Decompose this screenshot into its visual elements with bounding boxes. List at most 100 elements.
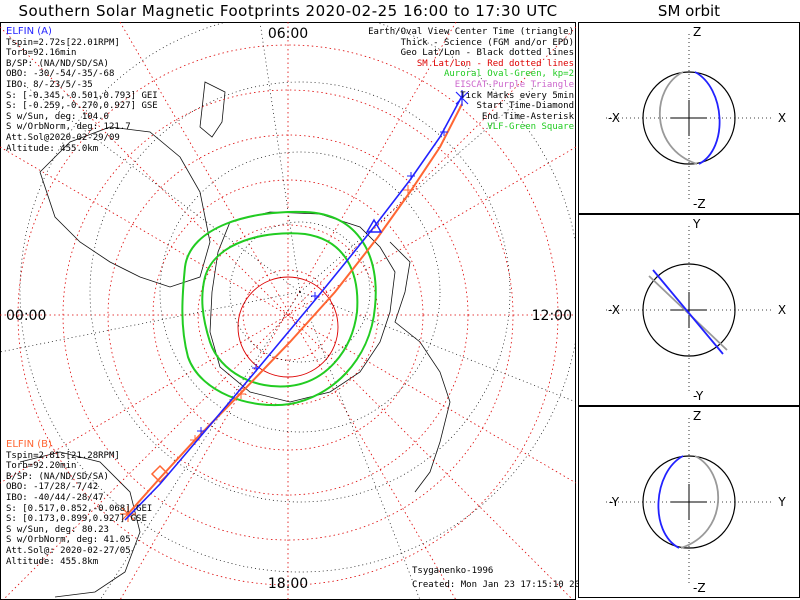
elfin-b-line: IBO: -40/44/-28/47 (6, 492, 104, 503)
elfin-a-end-asterisk (455, 90, 469, 106)
tick-mark (407, 172, 415, 180)
created-timestamp: Created: Mon Jan 23 17:15:10 2023 (412, 580, 591, 590)
geo-circle (89, 81, 511, 503)
elfin-b-line: Att.Sol@: 2020-02-27/05 (6, 545, 131, 556)
elfin-a-line: Tspin=2.72s[22.01RPM] (6, 37, 120, 48)
elfin-a-line: IBO: 8/-23/5/-35 (6, 79, 93, 90)
orbit-track-b (680, 455, 720, 549)
sm-pole-circle (237, 276, 339, 378)
polar-map: 06:00 00:00 12:00 18:00 (0, 22, 576, 600)
elfin-b-header: ELFIN (B) (6, 439, 52, 450)
tick-mark (197, 427, 205, 435)
elfin-a-line: S: [-0.259,-0.270,0.927] GSE (6, 101, 158, 112)
orbit-title: SM orbit (657, 2, 721, 20)
elfin-b-info: ELFIN (B) Tspin=2.81s[21.28RPM] Torb=92.2… (6, 439, 152, 568)
clock-label-bottom: 18:00 (268, 576, 308, 592)
credit: Tsyganenko-1996 (412, 566, 494, 576)
orbit-axis-label-bottom: -Y (693, 389, 704, 403)
elfin-a-line: Altitude: 455.0km (6, 143, 99, 154)
continent-antarctica (209, 211, 396, 403)
orbit-axis-label-top: Y (692, 217, 701, 231)
earth-circle (642, 71, 736, 165)
auroral-ovals (181, 210, 377, 407)
clock-label-top: 06:00 (268, 26, 308, 42)
elfin-a-center-triangle (365, 218, 383, 233)
orbit-axis-label-left: -X (608, 303, 620, 317)
elfin-b-line: S w/OrbNorm, deg: 41.05 (6, 535, 131, 546)
sm-meridian (0, 26, 574, 600)
earth-circle (642, 455, 736, 549)
geo-meridian (299, 291, 576, 403)
orbit-panels: Z -Z -X X Y -Y -X X Z -Z -Y Y (578, 22, 800, 598)
elfin-a-track (124, 90, 469, 521)
island-newzealand (199, 81, 226, 138)
sm-meridian (2, 26, 576, 600)
clock-labels: 06:00 00:00 12:00 18:00 (6, 26, 572, 592)
elfin-a-line: B/SP: (NA/ND/SD/SA) (6, 58, 109, 69)
geo-meridian (259, 22, 301, 293)
orbit-track-a (652, 269, 724, 355)
elfin-a-line (124, 95, 463, 521)
legend-item: Tick Marks every 5min (460, 90, 574, 101)
orbit-axis-label-right: X (778, 303, 786, 317)
orbit-axis-label-right: X (778, 111, 786, 125)
legend-item: VLF-Green Square (487, 122, 574, 133)
legend-item: Geo Lat/Lon - Black dotted lines (400, 48, 574, 59)
elfin-a-lines: Tspin=2.72s[22.01RPM] Torb=92.16min B/SP: … (6, 38, 158, 155)
tick-mark (252, 364, 260, 372)
elfin-a-header: ELFIN (A) (6, 26, 52, 37)
tick-mark (403, 185, 413, 195)
legend: Earth/Oval View Center Time (triangle) Th… (368, 27, 574, 133)
elfin-a-line: S w/OrbNorm, deg: 121.7 (6, 122, 131, 133)
elfin-b-line: S: [0.517,0.852,-0.068] GEI (6, 503, 153, 514)
legend-item: SM Lat/Lon - Red dotted lines (416, 58, 574, 69)
orbit-axis-label-bottom: -Z (693, 197, 706, 211)
elfin-b-line (127, 103, 463, 515)
elfin-b-end-asterisk (120, 506, 136, 522)
sm-meridian (0, 146, 576, 484)
legend-item: Start Time-Diamond (476, 101, 574, 112)
orbit-axis-label-top: Z (693, 409, 701, 423)
elfin-b-line: S w/Sun, deg: 80.23 (6, 524, 109, 535)
elfin-b-line: OBO: -17/28/-7/42 (6, 482, 99, 493)
elfin-b-line: Torb=92.20min (6, 461, 77, 472)
elfin-a-line: S: [-0.345,-0.501,0.793] GEI (6, 90, 158, 101)
continent-southamerica (389, 241, 451, 493)
geo-grid (0, 22, 576, 600)
orbit-axis-label-right: Y (777, 495, 786, 509)
earth-circle (642, 263, 736, 357)
continent-australia (39, 126, 211, 288)
elfin-b-lines: Tspin=2.81s[21.28RPM] Torb=92.20min B/SP: … (6, 451, 152, 568)
page-title: Southern Solar Magnetic Footprints 2020-… (18, 2, 558, 20)
auroral-oval-inner (201, 232, 359, 388)
auroral-oval-outer (181, 210, 377, 407)
elfin-a-line: S w/Sun, deg: 104.0 (6, 111, 109, 122)
elfin-a-ticks (197, 128, 448, 435)
elfin-b-line: Tspin=2.81s[21.28RPM] (6, 450, 120, 461)
continent-africa (19, 451, 141, 598)
orbit-axis-label-left: -Y (609, 495, 620, 509)
elfin-b-start-diamond (150, 464, 170, 484)
sm-meridian (119, 22, 457, 600)
tick-mark (311, 292, 319, 300)
orbit-axis-label-top: Z (693, 25, 701, 39)
elfin-b-line: B/SP: (NA/ND/SD/SA) (6, 471, 109, 482)
elfin-b-line: S: [0.173,0.899,0.927] GSE (6, 514, 147, 525)
clock-label-left: 00:00 (6, 308, 46, 324)
tick-mark (440, 128, 448, 136)
clock-label-right: 12:00 (532, 308, 572, 324)
legend-item: End Time-Asterisk (481, 111, 574, 122)
legend-item: EISCAT-Purple Triangle (454, 79, 574, 90)
orbit-axis-label-bottom: -Z (693, 581, 706, 595)
orbit-axis-label-left: -X (608, 111, 620, 125)
orbit-track-b (658, 71, 698, 165)
tick-mark (236, 389, 246, 399)
orbit-track-a (657, 455, 684, 549)
geo-circle (159, 151, 441, 433)
elfin-b-line: Altitude: 455.8km (6, 556, 99, 567)
sm-grid (0, 22, 576, 600)
geo-circle (229, 221, 371, 363)
orbit-track-a (694, 71, 721, 165)
legend-item: Thick - Science (FGM and/or EPD) (400, 37, 574, 48)
geo-meridian (0, 291, 301, 353)
